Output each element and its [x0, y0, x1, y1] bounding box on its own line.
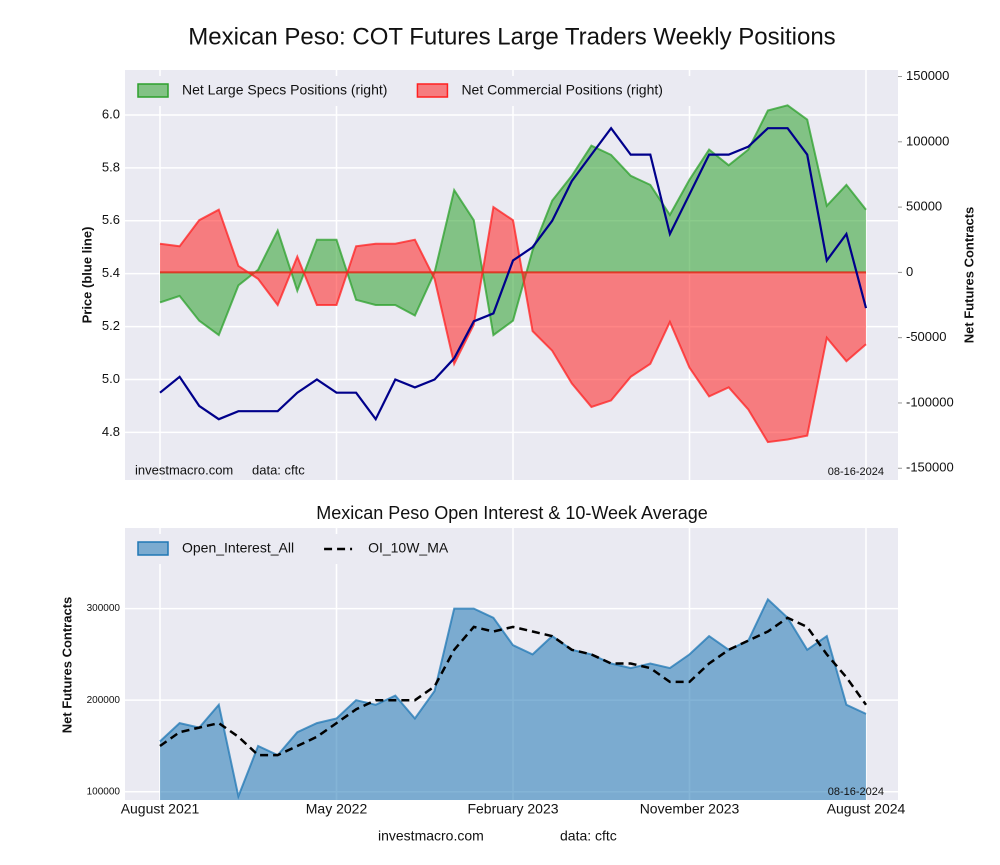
legend-swatch [416, 83, 449, 98]
y2-tick-label: -150000 [906, 460, 954, 475]
chart-title: Mexican Peso Open Interest & 10-Week Ave… [316, 503, 708, 523]
area [160, 207, 866, 443]
date-note: 08-16-2024 [828, 466, 884, 478]
footer-data: data: cftc [560, 828, 617, 844]
x-tick-label: August 2024 [827, 801, 906, 817]
chart: 4.8 5.0 5.2 5.4 5.6 5.8 6.0 -150000 -100000 -5000… [102, 68, 954, 480]
x-tick-label: February 2023 [467, 801, 558, 817]
legend-label: OI_10W_MA [368, 540, 449, 556]
line [159, 126, 868, 422]
y-tick-label: 200000 [87, 695, 121, 706]
data-note: data: cftc [252, 462, 305, 477]
legend-swatch [137, 541, 169, 556]
area-edge [159, 205, 867, 444]
line [159, 616, 868, 757]
chart: 100000 200000 300000 August 2021 May 2022 Feb… [87, 528, 906, 817]
y-tick-label: 4.8 [102, 424, 120, 439]
footer-source: investmacro.com [378, 828, 484, 844]
source-note: investmacro.com [135, 462, 233, 477]
y2-axis-label: Net Futures Contracts [961, 207, 976, 344]
y-tick-label: 100000 [87, 786, 121, 797]
date-note: 08-16-2024 [828, 786, 884, 798]
y2-tick-label: 150000 [906, 68, 949, 83]
y-axis-label: Net Futures Contracts [59, 597, 74, 734]
chart-title: Mexican Peso: COT Futures Large Traders … [188, 23, 835, 50]
y2-tick-label: 100000 [906, 133, 949, 148]
x-tick-label: November 2023 [640, 801, 740, 817]
area-edge [159, 104, 867, 337]
area [160, 105, 866, 336]
legend-swatch [137, 83, 169, 98]
y-tick-label: 5.4 [102, 265, 120, 280]
y-axis-label: Price (blue line) [79, 227, 94, 324]
y2-tick-label: -50000 [906, 329, 946, 344]
y-tick-label: 5.6 [102, 212, 120, 227]
y-tick-label: 5.8 [102, 159, 120, 174]
y2-tick-label: 0 [906, 264, 913, 279]
legend-box [129, 534, 479, 564]
y-tick-label: 6.0 [102, 106, 120, 121]
legend-label: Open_Interest_All [182, 540, 294, 556]
x-tick-label: August 2021 [121, 801, 200, 817]
legend-label: Net Large Specs Positions (right) [182, 82, 387, 98]
legend-label: Net Commercial Positions (right) [461, 82, 663, 98]
y2-tick-label: 50000 [906, 199, 942, 214]
area [160, 599, 866, 800]
y-tick-label: 5.0 [102, 371, 120, 386]
x-tick-label: May 2022 [306, 801, 368, 817]
y-tick-label: 5.2 [102, 318, 120, 333]
y-tick-label: 300000 [87, 603, 121, 614]
y2-tick-label: -100000 [906, 394, 954, 409]
